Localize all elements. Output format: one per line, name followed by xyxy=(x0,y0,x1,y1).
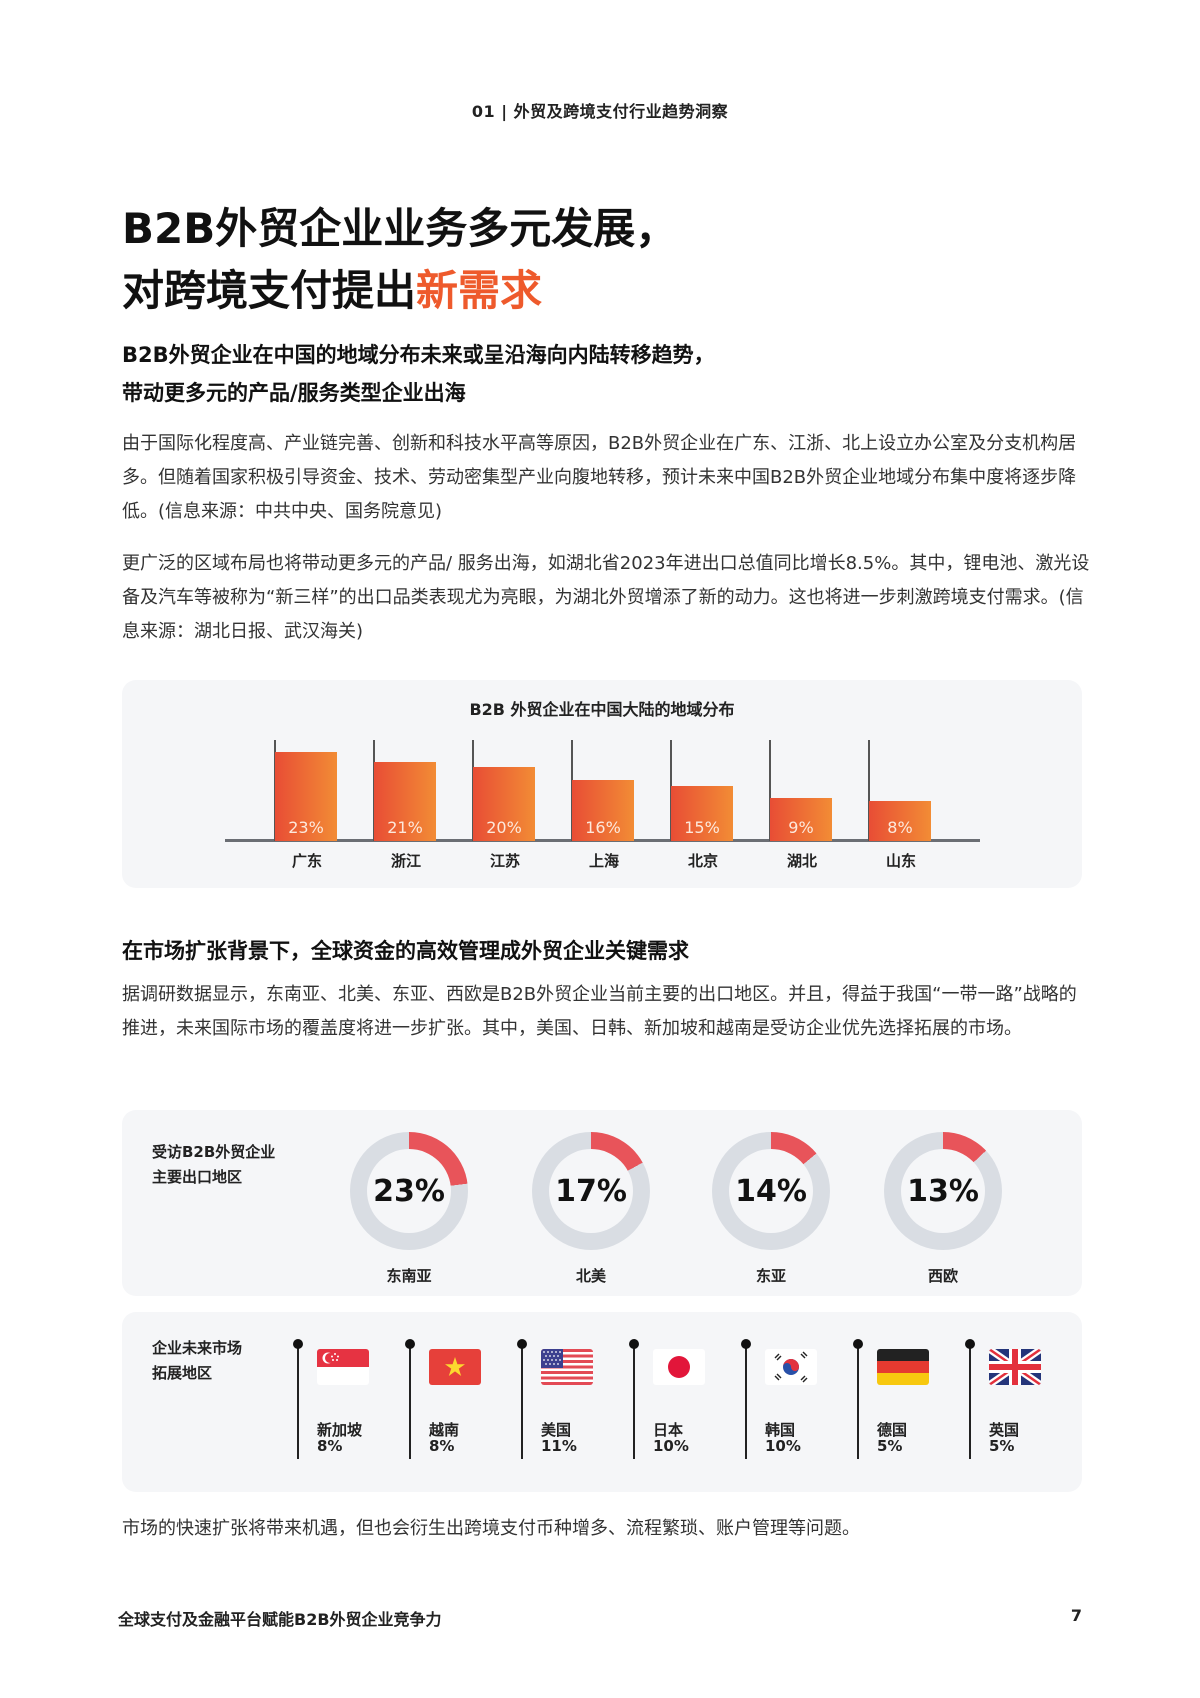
donut-value: 14% xyxy=(729,1149,813,1233)
bar-tick xyxy=(868,740,870,841)
bar-jiangsu: 20% xyxy=(472,740,572,841)
donut-label: 东南亚 xyxy=(386,1267,432,1285)
bar-value: 23% xyxy=(288,818,324,837)
donut-value: 17% xyxy=(549,1149,633,1233)
vietnam-flag-icon xyxy=(429,1349,481,1385)
country-percent: 5% xyxy=(989,1437,1015,1455)
donut-label: 北美 xyxy=(575,1267,606,1285)
donut-label: 东亚 xyxy=(755,1267,786,1285)
country-name: 越南 xyxy=(429,1421,460,1439)
bar-fill: 9% xyxy=(770,798,832,841)
bar-value: 15% xyxy=(684,818,720,837)
page-title-prefix: 对跨境支付提出 xyxy=(122,266,417,315)
section2-paragraph: 据调研数据显示，东南亚、北美、东亚、西欧是B2B外贸企业当前主要的出口地区。并且… xyxy=(122,984,1077,1039)
page-title-line1: B2B外贸企业业务多元发展， xyxy=(122,204,678,253)
flag-pole xyxy=(965,1339,975,1459)
page-number: 7 xyxy=(1070,1606,1082,1625)
running-header: 01 | 外贸及跨境支付行业趋势洞察 xyxy=(471,102,729,121)
page-title-accent: 新需求 xyxy=(416,266,543,315)
bar-label: 江苏 xyxy=(489,852,520,870)
bar-zhejiang: 21% xyxy=(373,740,473,841)
country-percent: 8% xyxy=(429,1437,455,1455)
flag-pole xyxy=(405,1339,415,1459)
section1-paragraph-1: 由于国际化程度高、产业链完善、创新和科技水平高等原因，B2B外贸企业在广东、江浙… xyxy=(122,433,1077,522)
donut-label: 西欧 xyxy=(927,1267,958,1285)
bar-fill: 8% xyxy=(869,801,931,841)
country-percent: 10% xyxy=(765,1437,801,1455)
donut-western-europe: 13% xyxy=(884,1132,1002,1250)
korea-flag-icon xyxy=(765,1349,817,1385)
country-name: 英国 xyxy=(989,1421,1020,1439)
country-name: 韩国 xyxy=(765,1421,796,1439)
bar-label: 山东 xyxy=(885,852,916,870)
export-regions-label-line1: 受访B2B外贸企业 xyxy=(152,1143,276,1161)
bar-value: 16% xyxy=(585,818,621,837)
section1-heading: B2B外贸企业在中国的地域分布未来或呈沿海向内陆转移趋势， 带动更多元的产品/服… xyxy=(122,336,715,412)
flag-pole xyxy=(517,1339,527,1459)
bar-shanghai: 16% xyxy=(571,740,671,841)
bar-chart-title: B2B 外贸企业在中国大陆的地域分布 xyxy=(469,700,735,719)
closing-paragraph: 市场的快速扩张将带来机遇，但也会衍生出跨境支付币种增多、流程繁琐、账户管理等问题… xyxy=(122,1518,860,1539)
uk-flag-icon xyxy=(989,1349,1041,1385)
page-title-line2: 对跨境支付提出新需求 xyxy=(122,260,677,322)
section1-heading-line1: B2B外贸企业在中国的地域分布未来或呈沿海向内陆转移趋势， xyxy=(122,343,715,367)
section1-paragraph-2: 更广泛的区域布局也将带动更多元的产品/ 服务出海，如湖北省2023年进出口总值同… xyxy=(122,553,1090,642)
bar-fill: 15% xyxy=(671,786,733,841)
country-name: 德国 xyxy=(877,1421,908,1439)
bar-value: 8% xyxy=(887,818,913,837)
country-name: 日本 xyxy=(653,1421,684,1439)
bar-fill: 21% xyxy=(374,762,436,841)
country-percent: 5% xyxy=(877,1437,903,1455)
donut-east-asia: 14% xyxy=(712,1132,830,1250)
country-percent: 8% xyxy=(317,1437,343,1455)
bar-chart-card: B2B 外贸企业在中国大陆的地域分布 23% 21% 20% 16% 15% 9… xyxy=(122,680,1082,888)
future-markets-label: 企业未来市场 拓展地区 xyxy=(152,1336,242,1386)
bar-label: 浙江 xyxy=(390,852,421,870)
future-markets-label-line1: 企业未来市场 xyxy=(152,1339,243,1357)
bar-guangdong: 23% xyxy=(274,740,374,841)
export-regions-label: 受访B2B外贸企业 主要出口地区 xyxy=(152,1140,275,1190)
bar-label: 北京 xyxy=(687,852,718,870)
bar-value: 9% xyxy=(788,818,814,837)
flag-pole xyxy=(741,1339,751,1459)
donut-value: 13% xyxy=(901,1149,985,1233)
country-percent: 11% xyxy=(541,1437,577,1455)
germany-flag-icon xyxy=(877,1349,929,1385)
section2-heading: 在市场扩张背景下，全球资金的高效管理成外贸企业关键需求 xyxy=(122,939,689,963)
donut-value: 23% xyxy=(367,1149,451,1233)
country-percent: 10% xyxy=(653,1437,689,1455)
bar-fill: 23% xyxy=(275,752,337,841)
future-markets-card: 企业未来市场 拓展地区 新加坡 8% 越南 8% 美国 11% 日本 10% 韩… xyxy=(122,1312,1082,1492)
bar-label: 上海 xyxy=(588,852,619,870)
japan-flag-icon xyxy=(653,1349,705,1385)
export-regions-label-line2: 主要出口地区 xyxy=(152,1168,243,1186)
section1-heading-line2: 带动更多元的产品/服务类型企业出海 xyxy=(122,381,466,405)
country-name: 美国 xyxy=(541,1421,572,1439)
donut-north-america: 17% xyxy=(532,1132,650,1250)
donut-southeast-asia: 23% xyxy=(350,1132,468,1250)
country-name: 新加坡 xyxy=(317,1421,363,1439)
singapore-flag-icon xyxy=(317,1349,369,1385)
bar-label: 广东 xyxy=(291,852,322,870)
bar-beijing: 15% xyxy=(670,740,770,841)
page-title: B2B外贸企业业务多元发展， 对跨境支付提出新需求 xyxy=(122,198,677,322)
future-markets-label-line2: 拓展地区 xyxy=(152,1364,213,1382)
bar-fill: 16% xyxy=(572,780,634,841)
export-regions-card: 受访B2B外贸企业 主要出口地区 23% 东南亚 17% 北美 14% 东亚 1… xyxy=(122,1110,1082,1296)
footer-title: 全球支付及金融平台赋能B2B外贸企业竞争力 xyxy=(118,1610,442,1629)
bar-hubei: 9% xyxy=(769,740,869,841)
bar-label: 湖北 xyxy=(786,852,817,870)
bar-value: 20% xyxy=(486,818,522,837)
bar-shandong: 8% xyxy=(868,740,968,841)
flag-pole xyxy=(853,1339,863,1459)
bar-tick xyxy=(769,740,771,841)
usa-flag-icon xyxy=(541,1349,593,1385)
flag-pole xyxy=(629,1339,639,1459)
flag-pole xyxy=(293,1339,303,1459)
bar-fill: 20% xyxy=(473,767,535,841)
bar-value: 21% xyxy=(387,818,423,837)
